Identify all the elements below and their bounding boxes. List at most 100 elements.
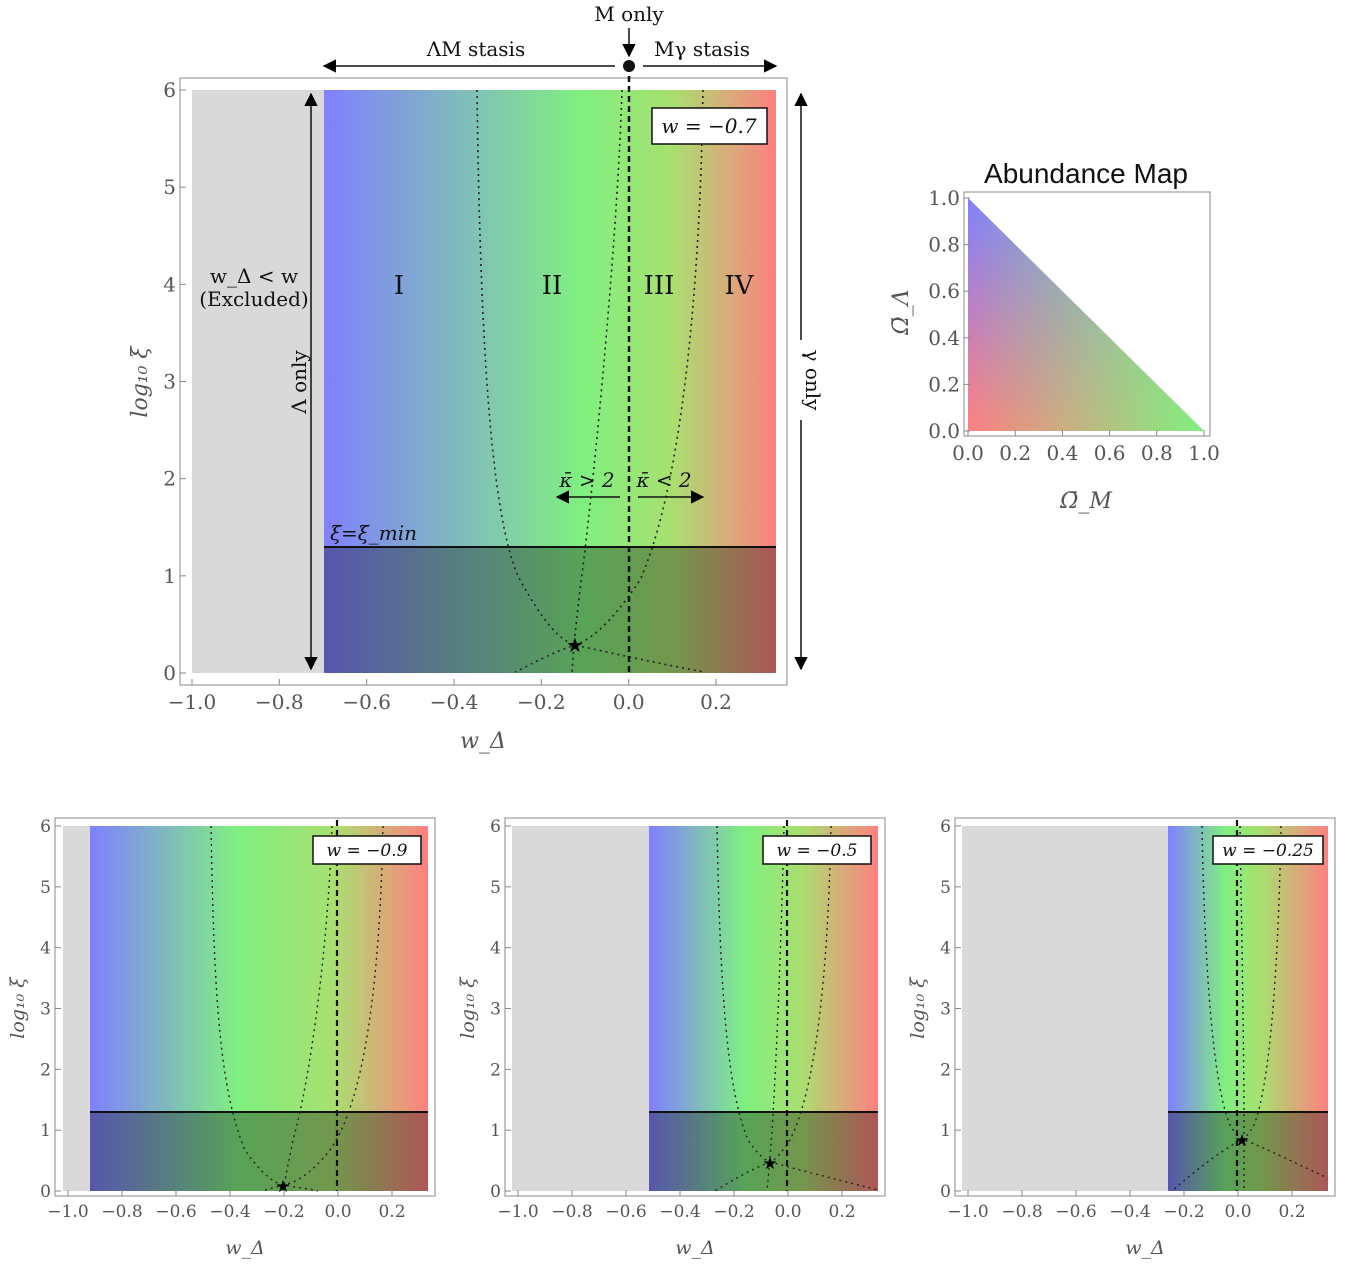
color-band (649, 826, 878, 1191)
x-tick-label: 0.2 (700, 690, 732, 714)
x-tick-label: 1.0 (1188, 441, 1220, 465)
dotted-curve-middle (571, 89, 623, 673)
y-tick-label: 0.0 (928, 419, 960, 443)
y-tick-label: 0 (40, 1182, 51, 1202)
main-stasis-plot: ξ=ξ_min I II III IV w_Δ < w (Excluded) Λ… (128, 2, 825, 754)
y-tick-label: 1.0 (928, 186, 960, 210)
x-tick-label: −0.8 (255, 690, 304, 714)
y-tick-label: 0.8 (928, 233, 960, 257)
x-tick-label: 0.0 (324, 1202, 351, 1222)
w-value-label: w = −0.25 (1222, 841, 1314, 861)
plot-frame (504, 817, 886, 1197)
y-tick-label: 0 (940, 1182, 951, 1202)
region-label-I: I (394, 271, 404, 301)
below-xi-min-shade (90, 1112, 428, 1191)
gamma-only-label: γ only (801, 350, 825, 412)
y-tick-label: 4 (490, 939, 501, 959)
y-tick-label: 6 (490, 817, 501, 837)
dotted-curve-middle (1239, 825, 1245, 1191)
y-tick-label: 1 (940, 1121, 951, 1141)
y-tick-label: 4 (940, 939, 951, 959)
color-band (1168, 826, 1328, 1191)
excluded-region (63, 826, 90, 1191)
y-axis-label: log₁₀ ξ (457, 976, 479, 1039)
x-tick-label: −1.0 (497, 1202, 538, 1222)
plot-frame (54, 817, 436, 1197)
x-axis-label: w_Δ (675, 1237, 714, 1259)
kappa-gt-2-label: κ̄ > 2 (558, 468, 614, 492)
dotted-curve-right (261, 825, 384, 1192)
gamma-only-label-bg (788, 340, 814, 420)
x-axis-label: w_Δ (460, 729, 506, 754)
y-tick-label: 3 (163, 370, 176, 394)
w-value-label: w = −0.5 (777, 841, 858, 861)
kappa-lt-2-label: κ̄ < 2 (635, 468, 691, 492)
dotted-curve-middle (282, 825, 333, 1192)
x-tick-label: −1.0 (947, 1202, 988, 1222)
x-ticks: −1.0 −0.8 −0.6 −0.4 −0.2 0.0 0.2 (168, 679, 732, 714)
excluded-label-line2: (Excluded) (199, 287, 308, 311)
dotted-curve-left (1201, 825, 1329, 1179)
region-label-II: II (542, 271, 563, 301)
m-only-point (623, 60, 635, 72)
abundance-x-label: Ω̄_M (1059, 489, 1112, 514)
y-tick-label: 2 (40, 1060, 51, 1080)
star-marker: ★ (566, 633, 584, 657)
w-value-box (762, 835, 872, 865)
y-tick-label: 0.2 (928, 372, 960, 396)
x-tick-label: −0.8 (551, 1202, 592, 1222)
w-value-label: w = −0.7 (661, 114, 756, 138)
x-tick-label: −0.8 (1001, 1202, 1042, 1222)
x-tick-label: 0.4 (1046, 441, 1078, 465)
x-ticks: −1.0 −0.8 −0.6 −0.4 −0.2 0.0 0.2 (47, 1190, 406, 1222)
y-tick-label: 4 (40, 939, 51, 959)
x-tick-label: 0.2 (999, 441, 1031, 465)
region-label-III: III (644, 271, 675, 301)
y-ticks: 0 1 2 3 4 5 6 (163, 78, 186, 685)
x-tick-label: −0.6 (342, 690, 391, 714)
color-band (90, 826, 428, 1191)
y-axis-label: log₁₀ ξ (907, 976, 929, 1039)
y-ticks: 0 1 2 3 4 5 6 (490, 817, 511, 1202)
y-axis-label: log₁₀ ξ (128, 345, 153, 418)
x-tick-label: −0.6 (155, 1202, 196, 1222)
x-tick-label: −0.2 (517, 690, 566, 714)
dotted-curve-right (714, 825, 832, 1192)
abundance-y-ticks: 0.0 0.2 0.4 0.6 0.8 1.0 (928, 186, 970, 443)
y-tick-label: 5 (40, 878, 51, 898)
y-tick-label: 2 (490, 1060, 501, 1080)
x-tick-label: −0.4 (209, 1202, 250, 1222)
x-tick-label: 0.8 (1141, 441, 1173, 465)
y-tick-label: 0 (163, 661, 176, 685)
below-xi-min-shade (324, 547, 776, 673)
abundance-triangle-matter (968, 198, 1204, 431)
abundance-map: Abundance Map 0.0 0.2 0.4 0.6 0.8 1.0 0.00.20… (889, 158, 1220, 514)
x-tick-label: 0.0 (613, 690, 645, 714)
w-value-box (1212, 835, 1324, 865)
x-tick-label: 0.2 (378, 1202, 405, 1222)
x-ticks: −1.0 −0.8 −0.6 −0.4 −0.2 0.0 0.2 (497, 1190, 856, 1222)
abundance-x-ticks: 0.0 0.2 0.4 0.6 0.8 1.0 (952, 430, 1220, 465)
m-only-label: M only (594, 2, 664, 26)
x-tick-label: −1.0 (47, 1202, 88, 1222)
x-tick-label: −1.0 (168, 690, 217, 714)
y-axis-label: log₁₀ ξ (7, 976, 29, 1039)
y-tick-label: 3 (940, 999, 951, 1019)
below-xi-min-shade (1168, 1112, 1328, 1191)
y-tick-label: 0 (490, 1182, 501, 1202)
plot-frame (954, 817, 1336, 1197)
w-value-box (651, 107, 768, 145)
x-tick-label: 0.0 (774, 1202, 801, 1222)
dotted-curve-right (1171, 825, 1282, 1192)
abundance-frame (963, 191, 1211, 437)
w-value-label: w = −0.9 (327, 841, 408, 861)
y-tick-label: 6 (40, 817, 51, 837)
excluded-region (512, 826, 649, 1191)
x-tick-label: −0.2 (713, 1202, 754, 1222)
y-tick-label: 1 (163, 564, 176, 588)
abundance-map-title: Abundance Map (984, 158, 1188, 189)
x-tick-label: 0.2 (1278, 1202, 1305, 1222)
x-tick-label: −0.2 (1163, 1202, 1204, 1222)
region-label-IV: IV (724, 271, 754, 301)
